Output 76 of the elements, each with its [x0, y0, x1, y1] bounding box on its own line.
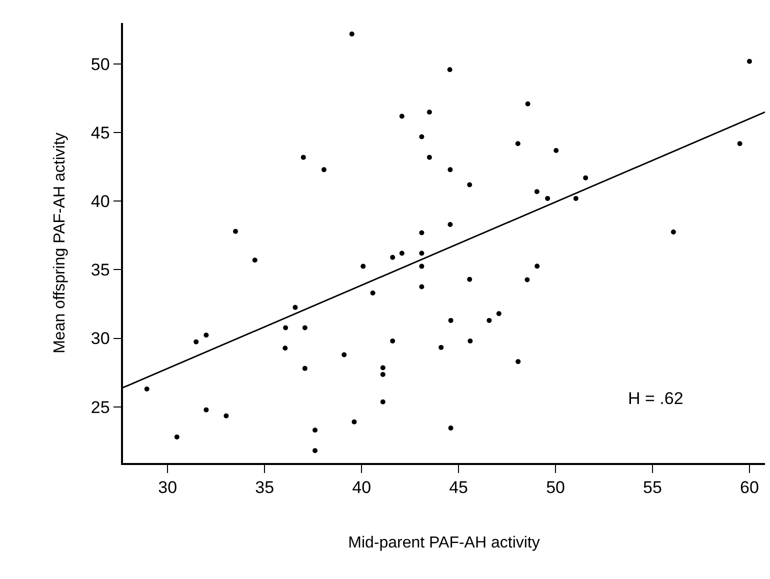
point [174, 434, 180, 440]
y-tick-label: 40 [90, 192, 110, 212]
point [342, 352, 347, 358]
point [390, 338, 396, 344]
x-axis-title: Mid-parent PAF-AH activity [348, 534, 540, 552]
x-tick-label: 35 [255, 478, 274, 498]
point [534, 189, 540, 194]
x-tick-label: 45 [449, 478, 468, 498]
point [467, 276, 472, 282]
point [312, 428, 318, 433]
y-tick-label: 45 [90, 124, 110, 143]
y-tick-label: 50 [90, 55, 110, 74]
point [360, 264, 366, 269]
point [399, 114, 404, 119]
point [300, 154, 306, 160]
x-tick-label: 50 [546, 478, 565, 498]
point [302, 366, 308, 371]
y-tick-label: 25 [90, 398, 110, 417]
point [419, 250, 424, 256]
point [204, 332, 209, 338]
point [252, 258, 258, 263]
y-axis-title: Mean offspring PAF-AH activity [51, 132, 68, 354]
point [448, 167, 453, 172]
x-tick-label: 55 [643, 478, 662, 498]
x-tick-label: 40 [352, 478, 372, 498]
point [321, 167, 326, 172]
point [468, 338, 473, 344]
point [583, 175, 588, 180]
point [554, 148, 559, 153]
point [380, 399, 386, 404]
point [496, 311, 502, 316]
x-tick-label: 30 [158, 478, 178, 498]
point [426, 154, 432, 160]
point [419, 134, 424, 140]
y-tick-label: 35 [90, 260, 110, 280]
point [447, 67, 452, 72]
point [380, 372, 386, 377]
point [399, 250, 404, 256]
point [525, 101, 530, 106]
point [233, 228, 238, 234]
annotation: H = .62 [628, 389, 684, 408]
point [370, 290, 376, 296]
point [516, 359, 521, 364]
point [312, 448, 318, 454]
point [419, 284, 424, 290]
point [467, 182, 472, 188]
point [448, 222, 453, 227]
point [419, 230, 424, 236]
point [524, 277, 530, 282]
point [448, 318, 454, 323]
point [515, 141, 520, 146]
point [670, 230, 676, 235]
point [426, 110, 432, 115]
point [545, 196, 550, 201]
point [438, 344, 444, 350]
point [194, 339, 199, 344]
point [352, 419, 357, 424]
point [204, 407, 209, 412]
point [448, 426, 454, 431]
point [349, 31, 354, 36]
point [292, 304, 298, 310]
point [534, 264, 540, 269]
point [419, 264, 424, 269]
point [573, 196, 578, 201]
point [282, 346, 288, 351]
point [144, 386, 150, 392]
point [486, 318, 492, 323]
point [746, 58, 752, 64]
x-tick-label: 60 [740, 478, 759, 498]
point [283, 325, 288, 330]
point [737, 141, 742, 146]
y-tick-label: 30 [90, 329, 110, 348]
point [224, 413, 229, 418]
point [390, 254, 396, 260]
point [380, 365, 386, 370]
point [302, 325, 308, 330]
